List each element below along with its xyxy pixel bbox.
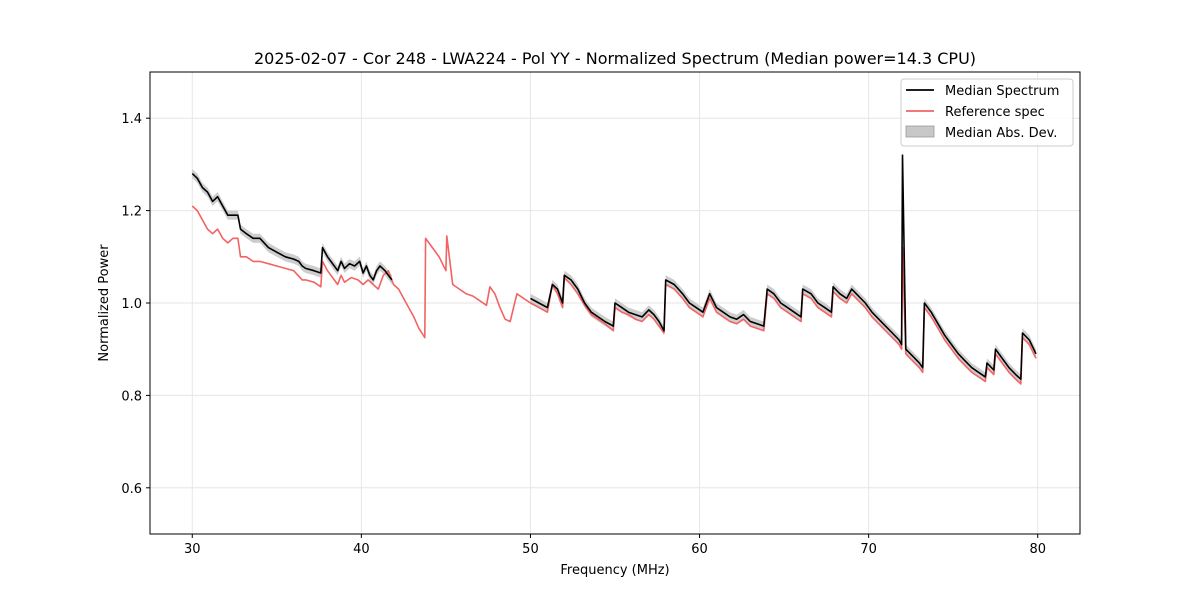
y-tick-label: 0.6 — [121, 482, 142, 497]
legend-median-label: Median Spectrum — [945, 84, 1059, 99]
x-tick-label: 70 — [860, 542, 877, 557]
legend: Median Spectrum Reference spec Median Ab… — [900, 78, 1074, 147]
mad-band-segment-0 — [192, 169, 392, 285]
x-tick-label: 30 — [184, 542, 201, 557]
legend-reference-label: Reference spec — [945, 105, 1045, 120]
y-axis-ticks: 0.6 0.8 1.0 1.2 1.4 — [121, 112, 150, 497]
x-tick-label: 60 — [691, 542, 708, 557]
x-tick-label: 40 — [353, 542, 370, 557]
chart-title: 2025-02-07 - Cor 248 - LWA224 - Pol YY -… — [254, 49, 976, 68]
y-tick-label: 1.4 — [121, 112, 142, 127]
median-spectrum-line-1 — [530, 154, 1037, 380]
y-tick-label: 1.0 — [121, 297, 142, 312]
mad-band-layer — [192, 150, 1036, 384]
plot-area — [191, 150, 1037, 385]
legend-box — [900, 78, 1074, 147]
y-axis-label: Normalized Power — [97, 244, 112, 362]
x-tick-label: 80 — [1029, 542, 1046, 557]
x-axis-ticks: 30 40 50 60 70 80 — [184, 534, 1046, 557]
legend-mad-swatch — [905, 125, 935, 138]
legend-mad-label: Median Abs. Dev. — [945, 126, 1057, 141]
median-spectrum-layer — [191, 154, 1037, 380]
x-axis-label: Frequency (MHz) — [560, 563, 669, 578]
x-tick-label: 50 — [522, 542, 539, 557]
y-tick-label: 0.8 — [121, 389, 142, 404]
median-spectrum-line-0 — [191, 173, 393, 281]
y-tick-label: 1.2 — [121, 205, 142, 220]
